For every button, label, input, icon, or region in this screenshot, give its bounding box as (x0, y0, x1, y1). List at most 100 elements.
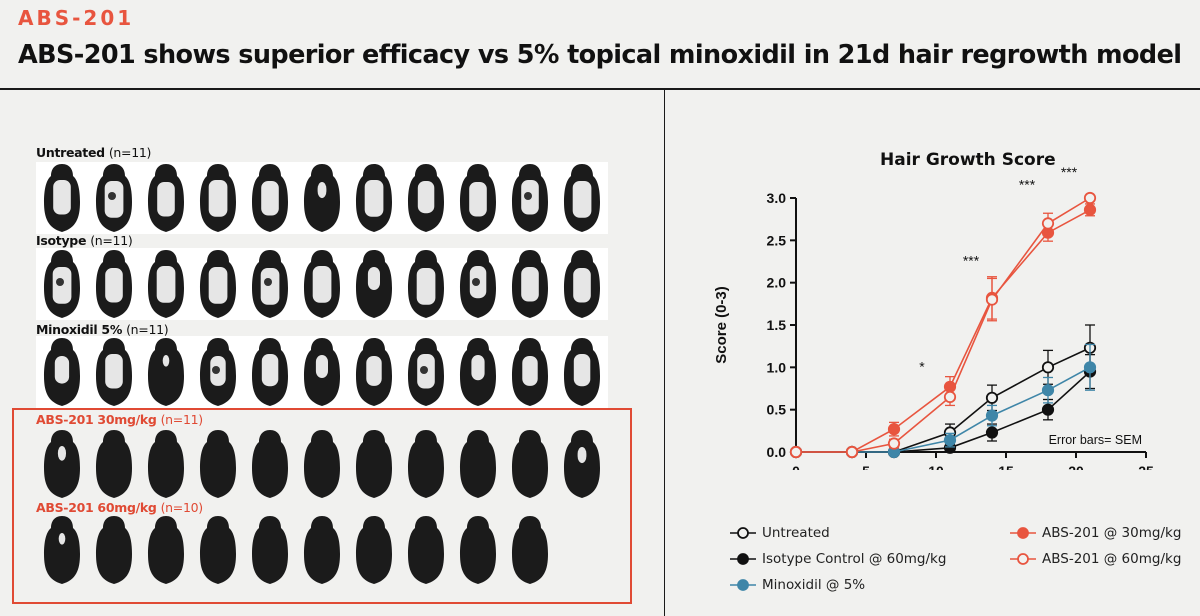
x-tick-label: 10 (928, 463, 944, 470)
mouse-photo (248, 428, 292, 500)
group-n: (n=11) (126, 322, 169, 337)
mouse-photo (144, 336, 188, 408)
mouse-photo (196, 428, 240, 500)
mouse-photo (456, 248, 500, 320)
brand-tag: ABS-201 (18, 6, 135, 30)
mouse-photo-panel: Untreated (n=11) Isotype (n=11) Minoxidil … (0, 90, 664, 616)
group-label: ABS-201 30mg/kg (n=11) (36, 412, 203, 427)
legend-swatch (730, 553, 756, 565)
mouse-photo (352, 248, 396, 320)
mouse-photo (92, 248, 136, 320)
mouse-photo (352, 336, 396, 408)
mouse-photo (508, 248, 552, 320)
legend-swatch (1010, 527, 1036, 539)
mouse-photo-strip (36, 162, 608, 234)
mouse-photo (404, 336, 448, 408)
top-divider (0, 88, 1200, 90)
chart-title: Hair Growth Score (880, 150, 1056, 170)
significance-label: *** (963, 253, 980, 269)
mouse-photo (196, 162, 240, 234)
mouse-photo (456, 514, 500, 586)
mouse-photo (352, 428, 396, 500)
y-tick-label: 0.0 (767, 444, 787, 460)
mouse-photo (352, 514, 396, 586)
y-tick-label: 0.5 (767, 402, 787, 418)
mouse-photo (196, 336, 240, 408)
data-point (1083, 203, 1097, 216)
group-label: ABS-201 60mg/kg (n=10) (36, 500, 203, 515)
y-tick-label: 1.5 (767, 317, 787, 333)
group-name: ABS-201 30mg/kg (36, 412, 161, 427)
y-axis-label: Score (0-3) (713, 286, 730, 364)
mouse-photo (248, 162, 292, 234)
legend-label: ABS-201 @ 30mg/kg (1042, 525, 1182, 541)
data-point (1041, 384, 1055, 397)
mouse-photo (508, 428, 552, 500)
mouse-photo (248, 336, 292, 408)
legend-swatch (730, 527, 756, 539)
data-point (1041, 217, 1055, 230)
x-tick-label: 5 (862, 463, 870, 470)
legend-label: Untreated (762, 525, 830, 541)
group-name: Untreated (36, 145, 109, 160)
chart-legend: Untreated Isotype Control @ 60mg/kg Minoxi… (730, 520, 1190, 610)
mouse-photo (40, 514, 84, 586)
data-point (985, 293, 999, 306)
mouse-photo (508, 514, 552, 586)
mouse-photo (456, 162, 500, 234)
mouse-photo-strip (36, 336, 608, 408)
data-point (845, 445, 859, 459)
mouse-photo (144, 428, 188, 500)
mouse-photo (248, 248, 292, 320)
abs-201-highlight-box (12, 408, 632, 604)
mouse-photo (560, 162, 604, 234)
mouse-photo (352, 162, 396, 234)
data-point (887, 437, 901, 450)
group-n: (n=11) (160, 412, 204, 427)
data-point (985, 409, 999, 422)
mouse-photo (456, 336, 500, 408)
mouse-photo (300, 428, 344, 500)
group-n: (n=10) (160, 500, 204, 515)
mouse-photo (40, 428, 84, 500)
mouse-photo (144, 514, 188, 586)
legend-swatch (730, 579, 756, 591)
y-tick-label: 3.0 (767, 190, 787, 206)
data-point (1041, 361, 1055, 374)
x-tick-label: 0 (792, 463, 800, 470)
mouse-photo (40, 248, 84, 320)
mouse-photo (144, 248, 188, 320)
significance-label: *** (1019, 177, 1036, 193)
mouse-photo (92, 162, 136, 234)
group-n: (n=11) (90, 233, 133, 248)
mouse-photo (92, 336, 136, 408)
legend-label: Isotype Control @ 60mg/kg (762, 551, 947, 567)
mouse-photo (300, 162, 344, 234)
significance-label: *** (1061, 164, 1078, 180)
group-label: Minoxidil 5% (n=11) (36, 322, 169, 337)
mouse-photo-strip (36, 248, 608, 320)
mouse-photo (404, 428, 448, 500)
legend-swatch (1010, 553, 1036, 565)
group-label: Untreated (n=11) (36, 145, 151, 160)
data-point (985, 426, 999, 439)
mouse-photo (560, 248, 604, 320)
mouse-photo (300, 336, 344, 408)
y-tick-label: 2.5 (767, 232, 787, 248)
significance-label: * (919, 359, 925, 375)
mouse-photo (508, 336, 552, 408)
data-point (1083, 191, 1097, 205)
data-point (943, 390, 957, 404)
y-tick-label: 1.0 (767, 359, 787, 375)
mouse-photo (196, 514, 240, 586)
group-name: Minoxidil 5% (36, 322, 127, 337)
mouse-photo-strip (36, 514, 556, 586)
legend-label: Minoxidil @ 5% (762, 577, 866, 593)
hair-growth-chart: 05101520250.00.51.01.52.02.53.0Study Day… (713, 164, 1154, 470)
legend-label: ABS-201 @ 60mg/kg (1042, 551, 1182, 567)
group-n: (n=11) (108, 145, 152, 160)
data-point (985, 391, 999, 404)
data-point (943, 434, 957, 447)
group-label: Isotype (n=11) (36, 233, 133, 248)
data-point (789, 445, 803, 459)
